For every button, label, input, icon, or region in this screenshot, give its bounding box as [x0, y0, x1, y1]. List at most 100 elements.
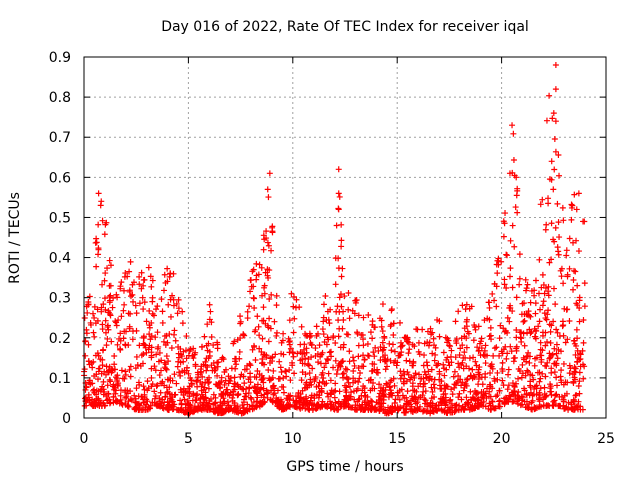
data-point — [509, 122, 516, 129]
data-point — [121, 301, 128, 308]
data-point — [568, 405, 575, 412]
data-point — [234, 381, 241, 388]
data-point — [229, 398, 236, 405]
data-point — [552, 86, 559, 93]
data-point — [337, 291, 344, 298]
data-point — [514, 209, 521, 216]
data-point — [576, 390, 583, 397]
data-point — [361, 356, 368, 363]
data-point — [303, 349, 310, 356]
data-point — [487, 370, 494, 377]
data-point — [339, 371, 346, 378]
data-point — [194, 377, 201, 384]
data-point — [129, 336, 136, 343]
data-point — [240, 405, 247, 412]
data-point — [291, 315, 298, 322]
data-point — [188, 377, 195, 384]
data-point — [264, 186, 271, 193]
data-point — [487, 383, 494, 390]
data-point — [563, 403, 570, 410]
data-point — [252, 356, 259, 363]
data-point — [251, 384, 258, 391]
data-point — [101, 231, 108, 238]
data-point — [548, 220, 555, 227]
data-point — [305, 361, 312, 368]
data-point — [279, 404, 286, 411]
data-point — [90, 387, 97, 394]
data-point — [387, 379, 394, 386]
data-point — [509, 284, 516, 291]
data-point — [243, 393, 250, 400]
y-tick-label: 0.8 — [49, 90, 71, 106]
data-point — [256, 371, 263, 378]
data-point — [331, 394, 338, 401]
data-point — [151, 395, 158, 402]
data-point — [535, 394, 542, 401]
data-point — [222, 366, 229, 373]
data-point — [472, 358, 479, 365]
data-point — [505, 366, 512, 373]
data-point — [285, 335, 292, 342]
data-point — [194, 405, 201, 412]
data-point — [376, 381, 383, 388]
data-point — [154, 303, 161, 310]
data-point — [95, 368, 102, 375]
data-point — [129, 291, 136, 298]
data-point — [468, 397, 475, 404]
data-point — [95, 221, 102, 228]
data-point — [489, 290, 496, 297]
x-tick-label: 0 — [80, 431, 89, 447]
data-point — [461, 325, 468, 332]
data-point — [548, 256, 555, 263]
data-point — [241, 332, 248, 339]
data-point — [158, 296, 165, 303]
data-point — [321, 380, 328, 387]
data-point — [146, 307, 153, 314]
data-point — [237, 335, 244, 342]
data-point — [539, 302, 546, 309]
data-point — [263, 228, 270, 235]
data-point — [319, 326, 326, 333]
data-point — [564, 336, 571, 343]
data-point — [351, 362, 358, 369]
data-point — [276, 375, 283, 382]
data-point — [533, 354, 540, 361]
data-point — [332, 357, 339, 364]
data-point — [125, 342, 132, 349]
data-point — [501, 328, 508, 335]
data-point — [537, 352, 544, 359]
data-point — [524, 329, 531, 336]
data-point — [551, 397, 558, 404]
data-point — [360, 336, 367, 343]
data-point — [86, 293, 93, 300]
data-point — [518, 374, 525, 381]
data-point — [349, 307, 356, 314]
data-point — [475, 381, 482, 388]
data-point — [266, 267, 273, 274]
data-point — [447, 343, 454, 350]
data-point — [482, 360, 489, 367]
data-point — [545, 200, 552, 207]
data-point — [513, 294, 520, 301]
data-point — [521, 398, 528, 405]
data-point — [299, 387, 306, 394]
data-point — [347, 383, 354, 390]
data-point — [161, 364, 168, 371]
data-point — [269, 374, 276, 381]
data-point — [142, 344, 149, 351]
data-point — [479, 393, 486, 400]
data-point — [177, 397, 184, 404]
data-point — [553, 350, 560, 357]
data-point — [516, 368, 523, 375]
data-point — [377, 357, 384, 364]
data-point — [216, 379, 223, 386]
data-point — [101, 402, 108, 409]
data-point — [81, 315, 88, 322]
data-point — [93, 263, 100, 270]
data-point — [268, 291, 275, 298]
data-point — [254, 381, 261, 388]
data-point — [350, 357, 357, 364]
grid-lines — [84, 57, 606, 418]
data-point — [153, 306, 160, 313]
data-point — [130, 298, 137, 305]
